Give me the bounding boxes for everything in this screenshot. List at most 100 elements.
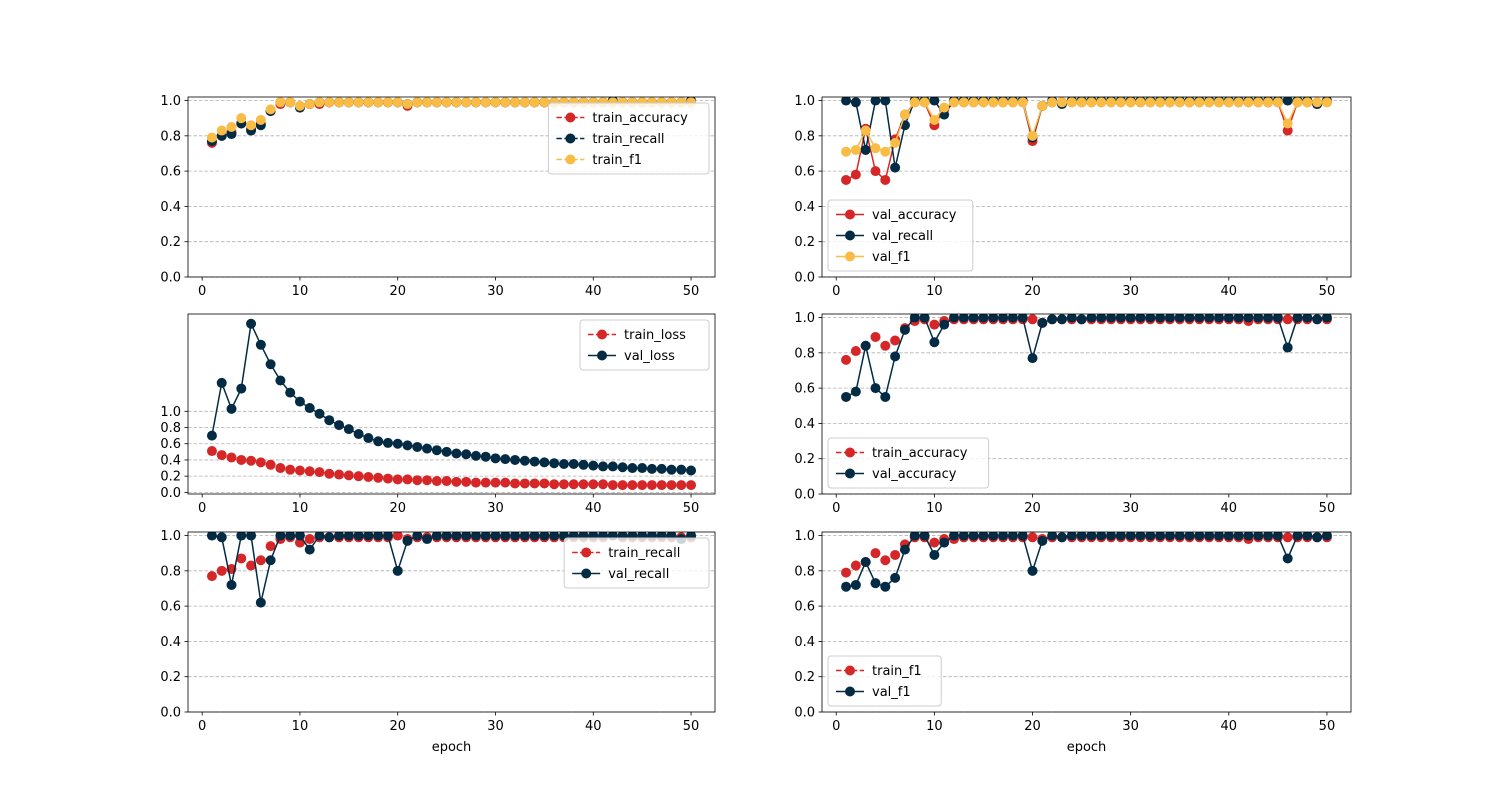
- data-point: [334, 532, 345, 541]
- data-point: [1115, 532, 1126, 541]
- data-point: [1096, 532, 1107, 541]
- data-point: [206, 430, 217, 441]
- data-point: [226, 452, 237, 463]
- data-point: [1243, 314, 1254, 323]
- x-tick-label: 30: [487, 501, 504, 516]
- data-point: [1243, 97, 1254, 108]
- data-point: [1272, 314, 1283, 323]
- x-tick-label: 10: [926, 284, 943, 299]
- data-point: [1017, 97, 1028, 108]
- x-tick-label: 40: [1221, 284, 1238, 299]
- data-point: [880, 97, 891, 106]
- data-point: [373, 97, 384, 108]
- axes-frame: [187, 313, 716, 495]
- legend-box: [563, 537, 710, 589]
- data-point: [1125, 532, 1136, 541]
- data-point: [646, 480, 657, 491]
- data-point: [850, 560, 861, 571]
- data-point: [588, 479, 599, 490]
- data-point: [549, 479, 560, 490]
- data-point: [314, 97, 325, 108]
- data-point: [1135, 314, 1146, 323]
- data-point: [890, 549, 901, 560]
- y-tick-label: 0.2: [160, 670, 181, 685]
- data-point: [890, 137, 901, 148]
- data-point: [1233, 532, 1244, 541]
- data-point: [236, 532, 247, 541]
- data-point: [402, 535, 413, 546]
- data-point: [578, 479, 589, 490]
- data-point: [294, 532, 305, 541]
- data-point: [588, 460, 599, 471]
- x-tick-label: 50: [1319, 719, 1336, 734]
- legend-label: train_loss: [624, 328, 686, 343]
- subplot-3: 0.00.2 0.40.60.81.0 0 10 20 30 40 50 train_lossv…: [160, 313, 716, 516]
- legend-marker: [845, 468, 855, 479]
- data-point: [1047, 314, 1058, 325]
- data-point: [607, 480, 618, 491]
- data-point: [568, 479, 579, 490]
- subplot-5: 0.0 0.2 0.4 0.6 0.8 1.0 0 10 20 30 40 50 epoch train_…: [160, 529, 716, 755]
- data-point: [304, 466, 315, 477]
- data-point: [285, 464, 296, 475]
- data-point: [1321, 314, 1332, 323]
- data-point: [890, 335, 901, 346]
- x-tick-label: 0: [832, 501, 840, 516]
- data-point: [1125, 97, 1136, 108]
- data-point: [1174, 532, 1185, 541]
- data-point: [412, 441, 423, 452]
- data-point: [1253, 532, 1264, 541]
- data-point: [1302, 532, 1313, 541]
- data-point: [1272, 532, 1283, 541]
- data-point: [919, 532, 930, 541]
- legend-marker: [845, 665, 855, 676]
- data-point: [1164, 532, 1175, 541]
- data-point: [382, 97, 393, 108]
- data-point: [1125, 314, 1136, 323]
- data-point: [334, 469, 345, 480]
- data-point: [978, 532, 989, 541]
- data-point: [1233, 97, 1244, 108]
- data-point: [1066, 314, 1077, 323]
- axes-frame: [187, 531, 716, 713]
- y-tick-label: 0.0: [794, 488, 815, 503]
- data-point: [206, 132, 217, 143]
- data-point: [860, 340, 871, 351]
- data-point: [206, 571, 217, 582]
- data-point: [206, 532, 217, 541]
- x-tick-label: 30: [1122, 719, 1139, 734]
- data-point: [510, 478, 521, 489]
- data-point: [870, 548, 881, 559]
- data-point: [470, 450, 481, 461]
- legend-entry: train_recall: [572, 546, 680, 561]
- data-point: [1263, 532, 1274, 541]
- y-tick-label: 0.4: [794, 200, 815, 215]
- data-point: [402, 440, 413, 451]
- y-tick-label: 0.8: [794, 129, 815, 144]
- data-point: [1253, 97, 1264, 108]
- data-point: [939, 102, 950, 113]
- plot-area: [841, 314, 1332, 402]
- data-point: [841, 581, 852, 592]
- data-point: [1214, 314, 1224, 323]
- data-point: [431, 445, 442, 456]
- data-point: [549, 532, 560, 541]
- legend-marker: [581, 547, 592, 558]
- data-point: [841, 391, 852, 402]
- data-point: [939, 109, 950, 120]
- y-tick-label: 0.8: [160, 421, 181, 436]
- data-point: [656, 480, 667, 491]
- data-point: [686, 465, 697, 476]
- data-point: [382, 473, 393, 484]
- data-point: [431, 97, 442, 108]
- data-point: [929, 549, 940, 560]
- x-tick-label: 40: [585, 501, 602, 516]
- data-point: [850, 169, 861, 180]
- legend-label: train_f1: [872, 664, 922, 679]
- data-point: [549, 458, 560, 469]
- data-point: [246, 318, 257, 329]
- legend-label: val_recall: [608, 567, 669, 582]
- data-point: [1106, 532, 1117, 541]
- data-point: [539, 97, 550, 108]
- x-tick-label: 50: [1319, 501, 1336, 516]
